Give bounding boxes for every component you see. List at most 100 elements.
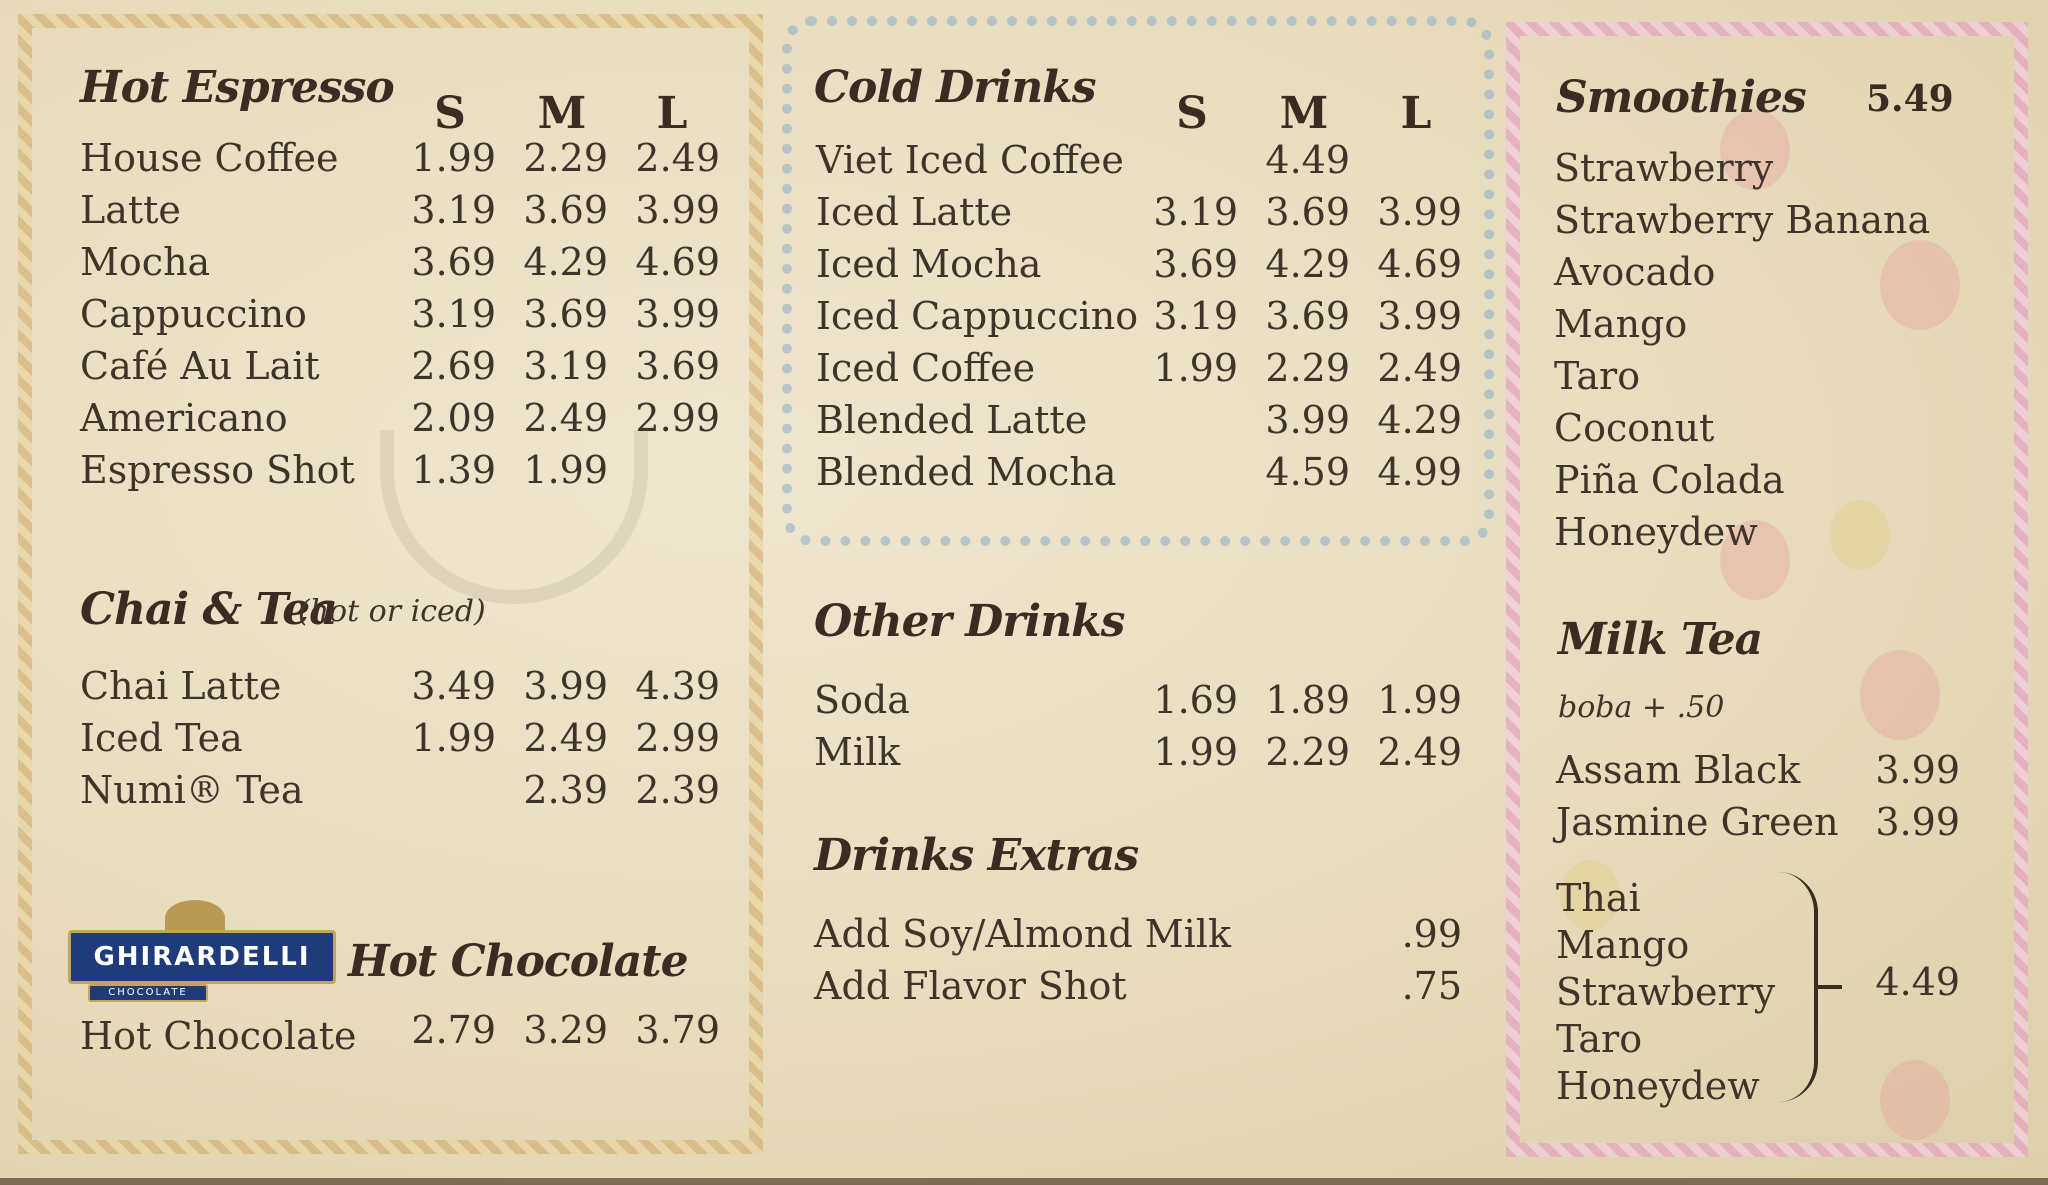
list-item: Thai bbox=[1556, 876, 1641, 920]
price-l: 4.69 bbox=[635, 240, 720, 284]
price-s: 1.99 bbox=[1153, 346, 1238, 390]
curly-brace-icon bbox=[1778, 872, 1818, 1102]
menu-item-name: Café Au Lait bbox=[80, 344, 320, 388]
price-s: 3.19 bbox=[1153, 294, 1238, 338]
menu-item-name: Add Soy/Almond Milk bbox=[814, 912, 1231, 956]
price-m: 3.69 bbox=[1265, 190, 1350, 234]
menu-item-name: Iced Coffee bbox=[816, 346, 1036, 390]
menu-item-name: Iced Cappuccino bbox=[816, 294, 1139, 338]
price-l: 3.99 bbox=[1377, 294, 1462, 338]
pineapple-watermark-icon bbox=[1560, 860, 1620, 930]
strawberry-watermark-icon bbox=[1720, 520, 1790, 600]
price-s: 3.69 bbox=[411, 240, 496, 284]
price-s: 2.79 bbox=[411, 1008, 496, 1052]
list-item: Strawberry Banana bbox=[1554, 198, 1931, 242]
list-item: Mango bbox=[1554, 302, 1688, 346]
price-m: 1.99 bbox=[523, 448, 608, 492]
size-header-l: L bbox=[1400, 88, 1432, 139]
menu-item-name: Blended Mocha bbox=[816, 450, 1117, 494]
price-l: 2.99 bbox=[635, 396, 720, 440]
price: .99 bbox=[1401, 912, 1462, 956]
menu-item-name: Soda bbox=[814, 678, 910, 722]
list-item: Avocado bbox=[1554, 250, 1716, 294]
price-s: 3.19 bbox=[411, 188, 496, 232]
list-item: Taro bbox=[1554, 354, 1641, 398]
menu-item-name: House Coffee bbox=[80, 136, 339, 180]
price-l: 3.99 bbox=[635, 292, 720, 336]
price-l: 2.49 bbox=[635, 136, 720, 180]
milk-tea-title: Milk Tea bbox=[1558, 614, 1763, 665]
price-s: 3.19 bbox=[1153, 190, 1238, 234]
price-s: 3.49 bbox=[411, 664, 496, 708]
menu-item-name: Jasmine Green bbox=[1556, 800, 1839, 844]
price-m: 3.29 bbox=[523, 1008, 608, 1052]
size-header-m: M bbox=[537, 88, 587, 139]
price-s: 2.09 bbox=[411, 396, 496, 440]
price-m: 3.69 bbox=[523, 292, 608, 336]
chai-tea-title: Chai & Tea bbox=[80, 584, 338, 635]
menu-item-name: Cappuccino bbox=[80, 292, 307, 336]
price-m: 4.29 bbox=[1265, 242, 1350, 286]
smoothies-price: 5.49 bbox=[1866, 78, 1954, 120]
strawberry-watermark-icon bbox=[1720, 110, 1790, 190]
price-m: 4.49 bbox=[1265, 138, 1350, 182]
drinks-extras-title: Drinks Extras bbox=[814, 830, 1139, 881]
price-l: 2.99 bbox=[635, 716, 720, 760]
hot-espresso-title: Hot Espresso bbox=[80, 62, 395, 113]
menu-item-name: Iced Tea bbox=[80, 716, 243, 760]
menu-item-name: Mocha bbox=[80, 240, 211, 284]
price-l: 4.99 bbox=[1377, 450, 1462, 494]
other-drinks-title: Other Drinks bbox=[814, 596, 1125, 647]
smoothies-title: Smoothies bbox=[1556, 72, 1807, 123]
menu-item-name: Iced Latte bbox=[816, 190, 1013, 234]
price-l: 3.69 bbox=[635, 344, 720, 388]
brace-tip bbox=[1816, 985, 1842, 989]
smoothie-panel-border bbox=[1506, 22, 2028, 1157]
cold-drinks-panel-border bbox=[782, 16, 1494, 546]
price-s: 1.39 bbox=[411, 448, 496, 492]
list-item: Mango bbox=[1556, 923, 1690, 967]
menu-item-name: Chai Latte bbox=[80, 664, 282, 708]
list-item: Coconut bbox=[1554, 406, 1715, 450]
ghirardelli-logo: GHIRARDELLI bbox=[68, 930, 336, 984]
price-l: 3.99 bbox=[1377, 190, 1462, 234]
size-header-l: L bbox=[656, 88, 688, 139]
price-l: 4.39 bbox=[635, 664, 720, 708]
pineapple-watermark-icon bbox=[1830, 500, 1890, 570]
size-header-m: M bbox=[1279, 88, 1329, 139]
brand-name: GHIRARDELLI bbox=[93, 942, 311, 972]
price-m: 1.89 bbox=[1265, 678, 1350, 722]
menu-item-name: Iced Mocha bbox=[816, 242, 1042, 286]
list-item: Honeydew bbox=[1556, 1064, 1760, 1108]
cold-drinks-title: Cold Drinks bbox=[814, 62, 1096, 113]
size-header-s: S bbox=[1176, 88, 1208, 139]
list-item: Piña Colada bbox=[1554, 458, 1785, 502]
menu-item-name: Hot Chocolate bbox=[80, 1014, 357, 1058]
list-item: Honeydew bbox=[1554, 510, 1758, 554]
price-s: 1.69 bbox=[1153, 678, 1238, 722]
price-s: 2.69 bbox=[411, 344, 496, 388]
price-m: 3.99 bbox=[1265, 398, 1350, 442]
price-s: 1.99 bbox=[411, 136, 496, 180]
price-l: 4.29 bbox=[1377, 398, 1462, 442]
price-m: 2.29 bbox=[523, 136, 608, 180]
price-l: 3.79 bbox=[635, 1008, 720, 1052]
strawberry-watermark-icon bbox=[1860, 650, 1940, 740]
price: .75 bbox=[1401, 964, 1462, 1008]
menu-item-name: Latte bbox=[80, 188, 181, 232]
menu-item-name: Viet Iced Coffee bbox=[816, 138, 1124, 182]
price-s: 1.99 bbox=[411, 716, 496, 760]
menu-item-name: Espresso Shot bbox=[80, 448, 355, 492]
price-l: 2.49 bbox=[1377, 346, 1462, 390]
menu-item-name: Milk bbox=[814, 730, 901, 774]
menu-item-name: Assam Black bbox=[1556, 748, 1801, 792]
price-m: 3.99 bbox=[523, 664, 608, 708]
price-l: 1.99 bbox=[1377, 678, 1462, 722]
chai-tea-note: (hot or iced) bbox=[298, 594, 486, 629]
price-l: 3.99 bbox=[635, 188, 720, 232]
bottom-edge bbox=[0, 1178, 2048, 1185]
price-m: 3.69 bbox=[523, 188, 608, 232]
brand-subtitle: CHOCOLATE bbox=[108, 987, 188, 998]
list-item: Taro bbox=[1556, 1017, 1643, 1061]
price-s: 3.19 bbox=[411, 292, 496, 336]
